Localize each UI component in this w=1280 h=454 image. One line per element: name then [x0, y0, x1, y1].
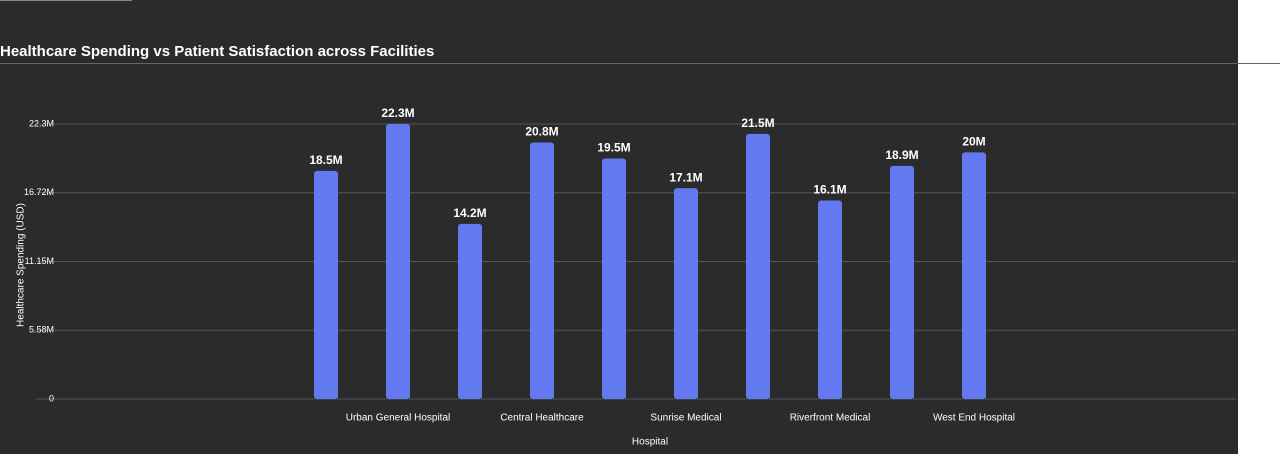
bar: [314, 170, 338, 399]
y-tick-label: 0: [49, 393, 54, 403]
bar: [818, 200, 842, 399]
chart-title: Healthcare Spending vs Patient Satisfact…: [0, 43, 434, 60]
data-label: 20.8M: [525, 125, 558, 139]
bar: [674, 188, 698, 399]
y-tick-label: 11.15M: [25, 256, 54, 266]
data-label: 17.1M: [669, 170, 702, 184]
x-tick-label: Urban General Hospital: [346, 413, 451, 424]
bar: [458, 223, 482, 399]
x-tick-label: West End Hospital: [933, 413, 1015, 424]
y-tick-label: 22.3M: [29, 118, 54, 128]
x-tick-label: Sunrise Medical: [650, 413, 721, 424]
y-tick-label: 16.72M: [24, 187, 54, 197]
bar: [890, 165, 914, 399]
data-label: 22.3M: [381, 106, 414, 120]
data-label: 18.5M: [309, 153, 342, 167]
data-label: 19.5M: [597, 141, 630, 155]
bar: [962, 152, 986, 399]
bar: [602, 158, 626, 399]
bar: [746, 133, 770, 399]
data-label: 21.5M: [741, 116, 774, 130]
data-label: 14.2M: [453, 206, 486, 220]
y-tick-label: 5.58M: [29, 325, 54, 335]
bar: [530, 142, 554, 400]
x-tick-label: Riverfront Medical: [790, 413, 871, 424]
data-label: 18.9M: [885, 148, 918, 162]
y-axis-title: Healthcare Spending (USD): [16, 203, 27, 327]
bar: [386, 124, 410, 399]
x-tick-label: Central Healthcare: [500, 413, 584, 424]
x-axis-title: Hospital: [632, 437, 668, 448]
data-label: 16.1M: [813, 183, 846, 197]
data-label: 20M: [962, 135, 985, 149]
